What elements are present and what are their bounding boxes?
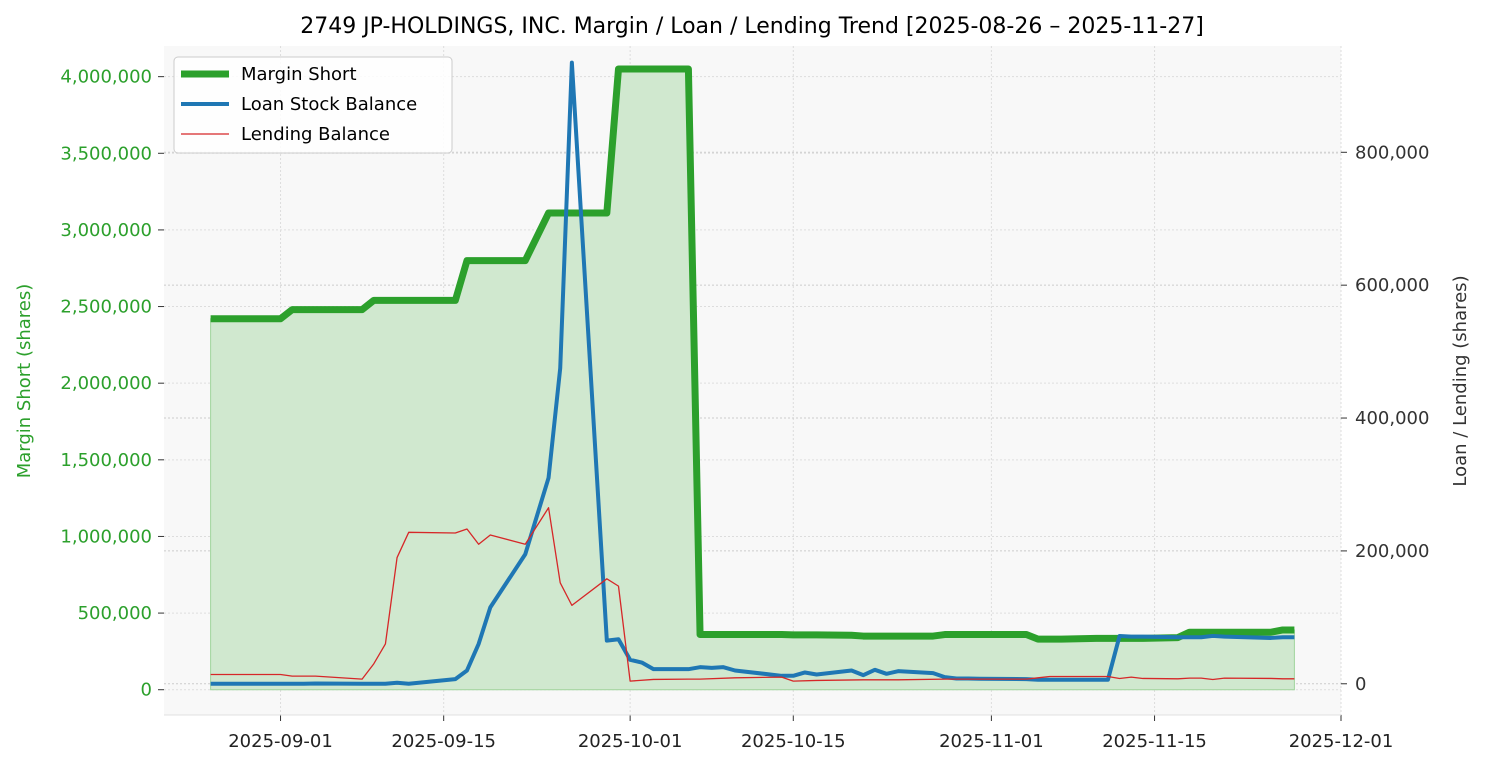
y-left-tick-label: 1,500,000	[60, 450, 152, 471]
y-left-tick-label: 500,000	[78, 603, 152, 624]
y-axis-right-title: Loan / Lending (shares)	[1450, 275, 1471, 486]
y-left-tick-label: 3,000,000	[60, 220, 152, 241]
y-axis-left-title: Margin Short (shares)	[14, 284, 35, 479]
x-tick-label: 2025-10-01	[578, 731, 683, 752]
legend-label-lending-balance: Lending Balance	[241, 124, 390, 145]
axes: 2025-09-01 2025-09-15 2025-10-01 2025-10-15…	[60, 67, 1429, 752]
chart-title: 2749 JP-HOLDINGS, INC. Margin / Loan / L…	[300, 14, 1204, 39]
x-tick-label: 2025-12-01	[1289, 731, 1394, 752]
y-left-tick-label: 0	[141, 680, 152, 701]
legend-label-loan-stock-balance: Loan Stock Balance	[241, 94, 417, 115]
margin-short-line	[210, 65, 1295, 643]
y-left-tick-label: 3,500,000	[60, 143, 152, 164]
y-right-tick-label: 600,000	[1355, 275, 1429, 296]
legend-box	[173, 56, 453, 154]
y-left-tick-label: 1,000,000	[60, 526, 152, 547]
lending-balance-line	[210, 507, 1295, 682]
x-tick-label: 2025-09-01	[228, 731, 333, 752]
loan-stock-balance-line	[210, 60, 1295, 686]
y-left-tick-label: 4,000,000	[60, 67, 152, 88]
legend-label-margin-short: Margin Short	[241, 64, 357, 85]
x-tick-label: 2025-11-15	[1102, 731, 1207, 752]
x-tick-label: 2025-10-15	[741, 731, 846, 752]
y-right-tick-label: 800,000	[1355, 142, 1429, 163]
legend: Margin Short Loan Stock Balance Lending …	[173, 56, 453, 154]
y-left-tick-label: 2,000,000	[60, 373, 152, 394]
x-tick-label: 2025-11-01	[939, 731, 1044, 752]
y-left-tick-label: 2,500,000	[60, 297, 152, 318]
y-right-tick-label: 400,000	[1355, 408, 1429, 429]
y-right-tick-label: 0	[1355, 674, 1366, 695]
y-right-tick-label: 200,000	[1355, 541, 1429, 562]
series-lines	[210, 60, 1295, 686]
x-tick-label: 2025-09-15	[391, 731, 496, 752]
